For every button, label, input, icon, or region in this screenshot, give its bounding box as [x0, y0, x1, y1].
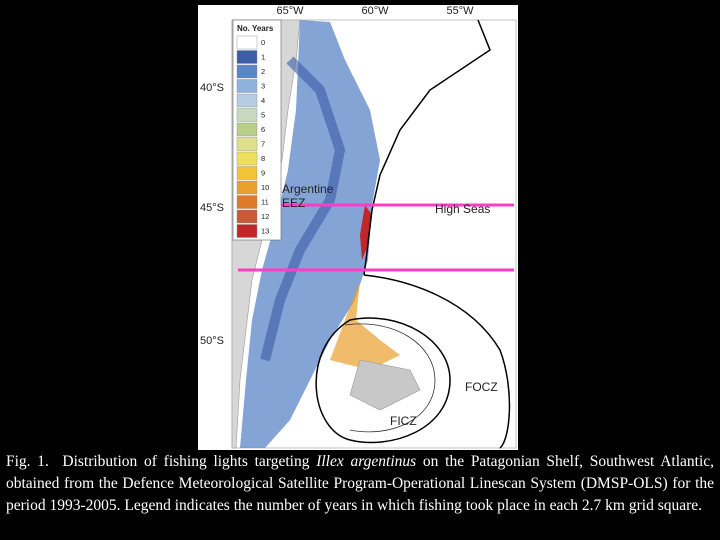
legend-label: 6: [261, 125, 265, 134]
caption-text: on the Patagonian Shelf, Southwest Atlan…: [6, 453, 715, 514]
legend-swatch: [236, 209, 258, 224]
legend-label: 8: [261, 154, 265, 163]
lon-label: 65°W: [276, 5, 304, 17]
lon-label: 55°W: [446, 5, 474, 17]
legend-swatch: [236, 137, 258, 151]
legend-label: 1: [261, 52, 265, 61]
legend-swatch: [236, 108, 258, 122]
legend-label: 13: [261, 226, 269, 235]
region-label: FICZ: [390, 414, 417, 428]
species-name: Illex argentinus: [316, 453, 417, 470]
legend-swatch: [236, 195, 258, 209]
legend-label: 12: [261, 212, 269, 221]
legend-swatch: [236, 50, 258, 64]
legend-swatch: [236, 64, 258, 79]
legend-label: 11: [261, 197, 269, 206]
legend-label: 5: [261, 110, 265, 119]
hotspot: [330, 280, 400, 370]
legend-label: 2: [261, 67, 265, 76]
region-label-box: Argentine EEZ: [282, 182, 334, 210]
legend-label: 0: [261, 38, 265, 47]
legend-swatch: [236, 35, 258, 50]
region-label: FOCZ: [465, 380, 498, 394]
eez-boundary: [363, 19, 491, 276]
fishing-area: [260, 56, 346, 362]
ficz-boundary: [315, 317, 451, 444]
legend-label: 7: [261, 139, 265, 148]
lat-label: 50°S: [200, 335, 224, 347]
legend-label: 4: [261, 96, 265, 105]
region-label: High Seas: [435, 202, 490, 216]
legend-swatch: [236, 166, 258, 180]
legend-swatch: [236, 151, 258, 166]
lat-label: 40°S: [200, 82, 224, 94]
boundary: [363, 274, 511, 449]
hotspot: [360, 205, 372, 260]
map: 65°W 60°W 55°W 40°S 45°S 50°S Argentine …: [198, 5, 518, 450]
legend-swatch: [236, 224, 258, 238]
islands: [349, 359, 421, 411]
lon-label: 60°W: [361, 5, 389, 17]
region-label: Argentine EEZ: [282, 182, 334, 210]
legend-label: 3: [261, 81, 265, 90]
legend-label: 9: [261, 168, 265, 177]
caption: Fig. 1. Distribution of fishing lights t…: [6, 451, 714, 517]
caption-text: Distribution of fishing lights targeting: [62, 453, 310, 470]
legend-swatch: [236, 180, 258, 195]
legend-swatch: [236, 93, 258, 108]
legend-swatch: [236, 122, 258, 137]
legend-swatch: [236, 79, 258, 93]
depth-contour: [344, 323, 436, 433]
legend-label: 10: [261, 183, 269, 192]
caption-lead: Fig. 1.: [6, 453, 49, 470]
legend-title: No. Years: [237, 24, 274, 33]
lat-label: 45°S: [200, 202, 224, 214]
